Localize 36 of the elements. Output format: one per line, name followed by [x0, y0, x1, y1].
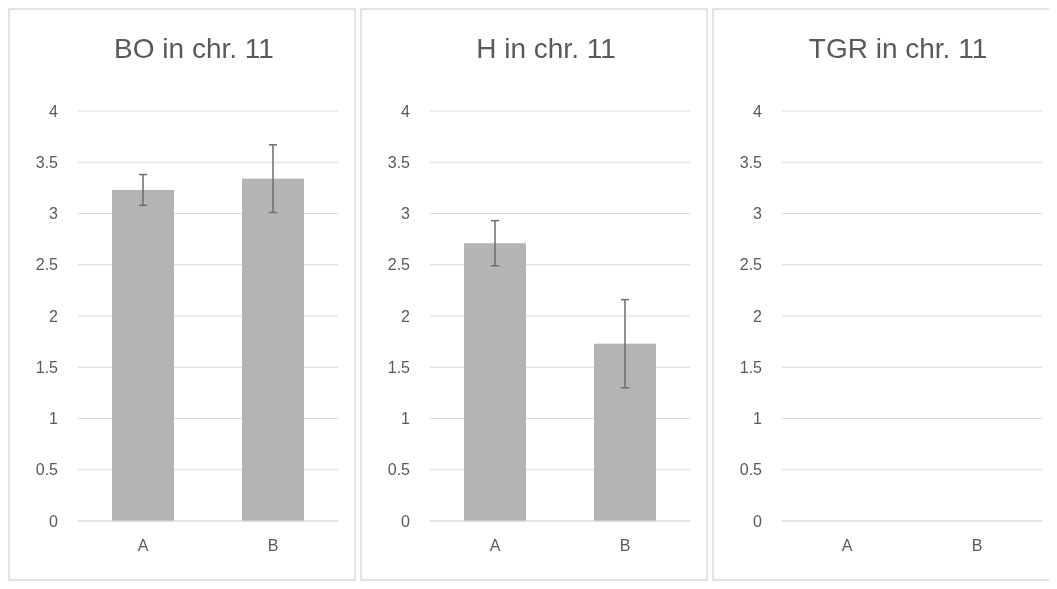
y-tick-label: 2 — [753, 307, 763, 325]
y-tick-label: 0 — [753, 512, 763, 530]
y-tick-label: 2.5 — [387, 256, 411, 274]
y-tick-label: 3.5 — [739, 153, 763, 171]
y-tick-label: 2 — [401, 307, 411, 325]
y-tick-label: 4 — [401, 102, 411, 120]
chart-title: H in chr. 11 — [476, 33, 616, 64]
x-tick-label: A — [489, 537, 501, 554]
y-tick-label: 3 — [49, 205, 59, 223]
y-tick-label: 0 — [401, 512, 411, 530]
x-tick-label: B — [971, 537, 983, 554]
x-tick-label: B — [267, 537, 279, 554]
y-tick-label: 1 — [753, 410, 763, 428]
y-tick-label: 2.5 — [739, 256, 763, 274]
y-tick-label: 1 — [401, 410, 411, 428]
y-tick-label: 3 — [401, 205, 411, 223]
x-tick-label: A — [841, 537, 853, 554]
y-tick-label: 1.5 — [739, 358, 763, 376]
y-tick-label: 2.5 — [35, 256, 59, 274]
y-tick-label: 2 — [49, 307, 59, 325]
y-tick-label: 0.5 — [739, 461, 763, 479]
y-tick-label: 1.5 — [387, 358, 411, 376]
y-tick-label: 4 — [753, 102, 763, 120]
y-tick-label: 0.5 — [35, 461, 59, 479]
chart-title: TGR in chr. 11 — [808, 33, 988, 64]
y-tick-label: 0.5 — [387, 461, 411, 479]
x-tick-label: B — [619, 537, 631, 554]
x-tick-label: A — [137, 537, 149, 554]
y-tick-label: 0 — [49, 512, 59, 530]
chart-title: BO in chr. 11 — [114, 33, 274, 64]
y-tick-label: 3.5 — [35, 153, 59, 171]
y-tick-label: 4 — [49, 102, 59, 120]
y-tick-label: 3 — [753, 205, 763, 223]
y-tick-label: 3.5 — [387, 153, 411, 171]
y-tick-label: 1 — [49, 410, 59, 428]
y-tick-label: 1.5 — [35, 358, 59, 376]
